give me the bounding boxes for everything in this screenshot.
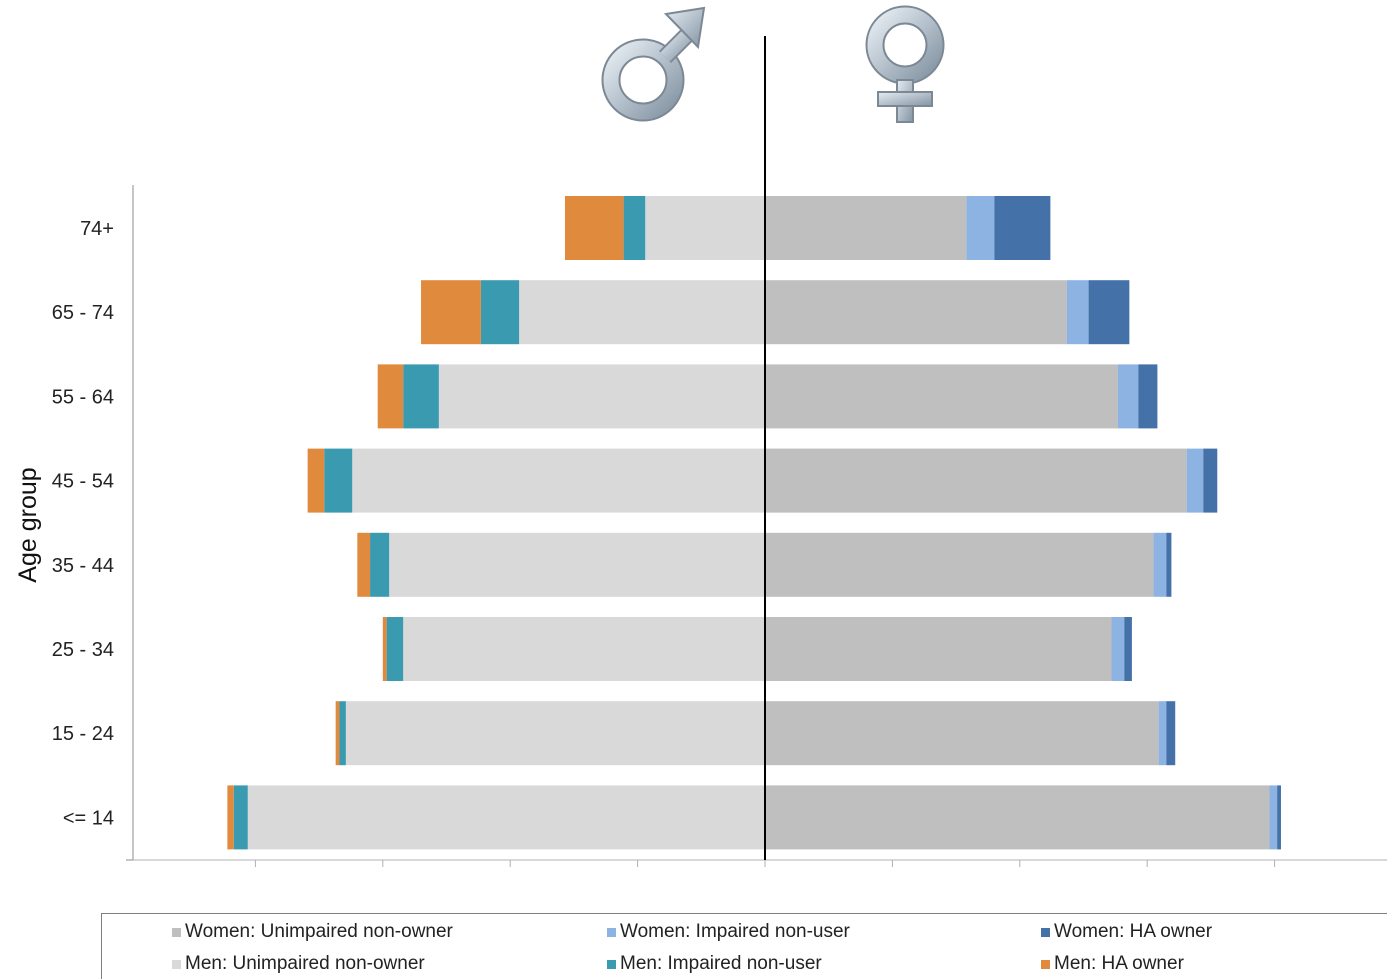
bar-men-impaired-non-user-55-64 xyxy=(403,364,439,429)
legend-item-women-unimpaired-non-owner: Women: Unimpaired non-owner xyxy=(172,920,453,944)
bar-women-unimpaired-non-owner-35-44 xyxy=(765,532,1154,597)
bar-men-impaired-non-user-35-44 xyxy=(370,532,390,597)
legend-swatch xyxy=(607,959,616,969)
y-tick-label-25-34: 25 - 34 xyxy=(52,639,114,661)
legend: Women: Unimpaired non-owner Women: Impair… xyxy=(101,913,1387,979)
bar-men-impaired-non-user-15-24 xyxy=(339,701,346,766)
bar-men-ha-owner-74 xyxy=(564,196,624,260)
bar-women-unimpaired-non-owner-14 xyxy=(765,785,1270,850)
bar-women-ha-owner-25-34 xyxy=(1124,617,1132,681)
bar-women-ha-owner-15-24 xyxy=(1166,701,1176,766)
bar-women-impaired-non-user-14 xyxy=(1269,785,1278,850)
bar-men-unimpaired-non-owner-35-44 xyxy=(389,532,765,597)
bar-men-unimpaired-non-owner-65-74 xyxy=(519,280,765,345)
y-axis-title: Age group xyxy=(14,467,42,582)
bar-women-ha-owner-74 xyxy=(994,196,1051,260)
bar-men-ha-owner-45-54 xyxy=(307,448,325,513)
population-pyramid-chart: 74+ 65 - 74 55 - 64 45 - 54 35 - 44 25 - 34 15… xyxy=(14,5,1387,867)
bar-men-unimpaired-non-owner-14 xyxy=(247,785,766,850)
bar-women-impaired-non-user-74 xyxy=(966,196,995,260)
bar-women-impaired-non-user-25-34 xyxy=(1111,617,1125,681)
legend-item-men-impaired-non-user: Men: Impaired non-user xyxy=(607,952,822,976)
legend-label: Men: HA owner xyxy=(1054,953,1184,974)
bar-men-ha-owner-35-44 xyxy=(357,532,371,597)
bar-women-unimpaired-non-owner-15-24 xyxy=(765,701,1159,766)
bar-men-ha-owner-65-74 xyxy=(421,280,481,345)
legend-item-men-unimpaired-non-owner: Men: Unimpaired non-owner xyxy=(172,952,425,976)
legend-label: Men: Impaired non-user xyxy=(620,953,822,974)
bar-women-unimpaired-non-owner-25-34 xyxy=(765,617,1112,681)
bar-women-unimpaired-non-owner-74 xyxy=(765,196,967,260)
legend-swatch xyxy=(172,959,181,969)
y-tick-label-35-44: 35 - 44 xyxy=(52,555,114,577)
bar-women-unimpaired-non-owner-45-54 xyxy=(765,448,1187,513)
y-tick-label-65-74: 65 - 74 xyxy=(52,302,114,324)
bar-women-ha-owner-14 xyxy=(1277,785,1281,850)
bar-women-unimpaired-non-owner-55-64 xyxy=(765,364,1118,429)
bar-women-impaired-non-user-65-74 xyxy=(1066,280,1089,345)
legend-swatch xyxy=(607,927,616,937)
legend-item-women-impaired-non-user: Women: Impaired non-user xyxy=(607,920,850,944)
bar-men-impaired-non-user-14 xyxy=(233,785,248,850)
bar-women-impaired-non-user-45-54 xyxy=(1186,448,1204,513)
bar-men-ha-owner-15-24 xyxy=(335,701,340,766)
legend-swatch xyxy=(172,927,181,937)
bar-women-impaired-non-user-15-24 xyxy=(1158,701,1167,766)
male-symbol-icon xyxy=(601,6,706,122)
bar-men-impaired-non-user-45-54 xyxy=(324,448,353,513)
bar-men-unimpaired-non-owner-45-54 xyxy=(352,448,765,513)
bar-men-impaired-non-user-65-74 xyxy=(480,280,520,345)
bar-women-impaired-non-user-35-44 xyxy=(1153,532,1167,597)
y-tick-label-74: 74+ xyxy=(80,218,114,240)
legend-item-men-ha-owner: Men: HA owner xyxy=(1041,952,1184,976)
bar-men-unimpaired-non-owner-74 xyxy=(645,196,765,260)
bar-men-impaired-non-user-74 xyxy=(623,196,646,260)
bar-men-unimpaired-non-owner-55-64 xyxy=(438,364,765,429)
bar-women-ha-owner-65-74 xyxy=(1088,280,1130,345)
legend-item-women-ha-owner: Women: HA owner xyxy=(1041,920,1212,944)
bar-men-ha-owner-25-34 xyxy=(382,617,387,681)
bar-men-ha-owner-14 xyxy=(227,785,234,850)
legend-label: Women: Impaired non-user xyxy=(620,921,850,942)
bar-women-ha-owner-55-64 xyxy=(1138,364,1158,429)
bar-women-ha-owner-35-44 xyxy=(1166,532,1172,597)
bar-men-ha-owner-55-64 xyxy=(377,364,404,429)
y-tick-label-14: <= 14 xyxy=(63,807,114,829)
y-tick-label-45-54: 45 - 54 xyxy=(52,471,114,493)
bar-women-unimpaired-non-owner-65-74 xyxy=(765,280,1067,345)
bar-men-unimpaired-non-owner-15-24 xyxy=(345,701,765,766)
female-symbol-icon xyxy=(865,5,945,123)
legend-label: Women: HA owner xyxy=(1054,921,1213,942)
legend-swatch xyxy=(1041,959,1050,969)
y-tick-label-15-24: 15 - 24 xyxy=(52,723,114,745)
bar-women-impaired-non-user-55-64 xyxy=(1117,364,1139,429)
legend-label: Women: Unimpaired non-owner xyxy=(185,921,453,942)
bar-men-impaired-non-user-25-34 xyxy=(386,617,404,681)
bar-women-ha-owner-45-54 xyxy=(1203,448,1218,513)
legend-label: Men: Unimpaired non-owner xyxy=(185,953,425,974)
y-tick-label-55-64: 55 - 64 xyxy=(52,386,114,408)
legend-swatch xyxy=(1041,927,1050,937)
bar-men-unimpaired-non-owner-25-34 xyxy=(403,617,765,681)
